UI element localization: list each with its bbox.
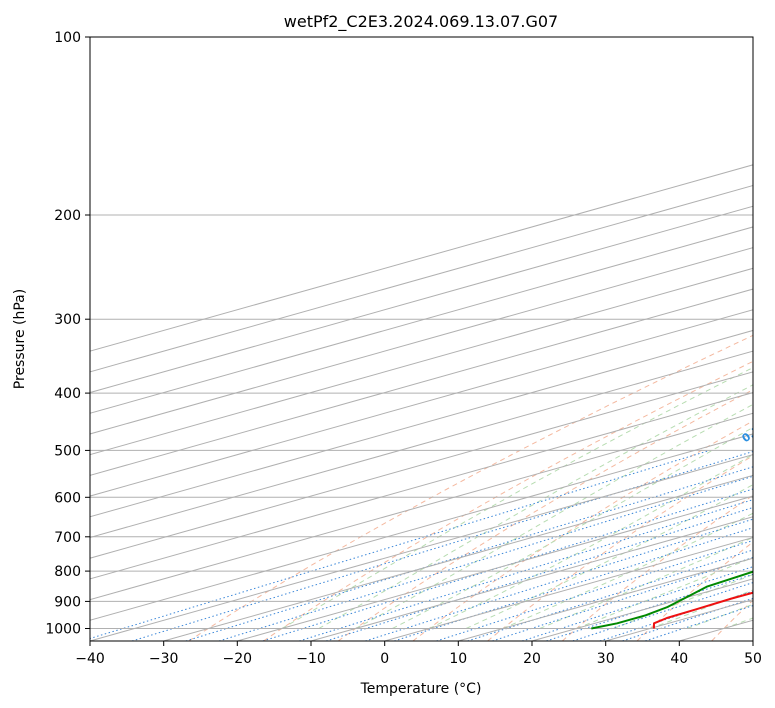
y-tick-label: 600: [54, 490, 81, 506]
dry-adiabat-line: [487, 455, 753, 641]
chart-title: wetPf2_C2E3.2024.069.13.07.G07: [284, 12, 558, 32]
x-tick-label: −40: [75, 651, 105, 667]
isotherm-line: [90, 433, 753, 621]
x-tick-label: 0: [380, 651, 389, 667]
isotherm-line: [310, 516, 753, 641]
moist-adiabat-line: [576, 556, 753, 629]
isotherm-line: [90, 267, 753, 456]
isotherm-line: [90, 226, 753, 414]
isotherm-line: [90, 288, 753, 476]
x-tick-label: −20: [223, 651, 253, 667]
pressure-gridlines: [90, 37, 753, 629]
x-axis-ticks: −40 −30 −20 −10 0 10 20 30 40 50: [75, 641, 762, 667]
mixing-ratio-line: [218, 475, 753, 641]
y-tick-label: 400: [54, 386, 81, 402]
isotherm-line: [90, 412, 753, 601]
y-tick-label: 300: [54, 312, 81, 328]
isotherm-line: [90, 454, 753, 641]
isotherm-line: [90, 247, 753, 435]
x-tick-label: −30: [149, 651, 179, 667]
y-tick-label: 900: [54, 594, 81, 610]
isotherm-line: [90, 392, 753, 580]
mixing-ratio-line: [436, 539, 753, 641]
isotherm-line: [163, 474, 753, 641]
isotherm-line: [90, 371, 753, 559]
y-tick-label: 1000: [45, 622, 81, 638]
x-tick-label: −10: [296, 651, 326, 667]
x-tick-label: 30: [597, 651, 615, 667]
moist-adiabat-line: [502, 512, 753, 629]
x-axis-label: Temperature (°C): [360, 681, 482, 697]
x-tick-label: 20: [523, 651, 541, 667]
isotherm-line: [90, 184, 753, 373]
plot-area: 0.10.20.40.611.52346810131620253036-100-…: [90, 37, 753, 641]
x-tick-label: 10: [449, 651, 467, 667]
mixing-ratio-line: [185, 466, 753, 641]
y-axis-label: Pressure (hPa): [12, 289, 28, 389]
isotherm-line: [90, 205, 753, 394]
dry-adiabat-line: [263, 360, 753, 641]
mixing-ratio-line: [325, 506, 753, 641]
moist-adiabat-line: [281, 367, 753, 629]
isotherm-lines: [90, 164, 753, 641]
moist-adiabat-line: [355, 403, 753, 629]
mixing-ratio-line: [572, 582, 753, 641]
y-tick-label: 100: [54, 30, 81, 46]
isotherm-line: [90, 309, 753, 497]
moist-adiabat-line: [539, 536, 753, 629]
x-tick-label: 40: [670, 651, 688, 667]
isotherm-line: [384, 536, 753, 641]
y-axis-ticks: 100 200 300 400 500 600 700 800 900 1000: [45, 30, 90, 638]
y-tick-label: 200: [54, 208, 81, 224]
y-tick-label: 800: [54, 564, 81, 580]
isotherm-line: [90, 164, 753, 352]
mixing-ratio-line: [90, 449, 710, 640]
mixing-ratio-line: [521, 566, 753, 641]
isotherm-line: [90, 329, 753, 518]
moist-adiabat-line: [429, 453, 753, 629]
y-tick-label: 700: [54, 530, 81, 546]
y-tick-label: 500: [54, 443, 81, 459]
mixing-ratio-line: [492, 557, 753, 641]
isotherm-line: [237, 495, 753, 641]
dry-adiabat-line: [561, 494, 753, 641]
mixing-ratio-line: [546, 573, 753, 641]
plot-frame: [89, 36, 754, 642]
moist-adiabat-line: [318, 384, 753, 629]
x-tick-label: 50: [744, 651, 762, 667]
